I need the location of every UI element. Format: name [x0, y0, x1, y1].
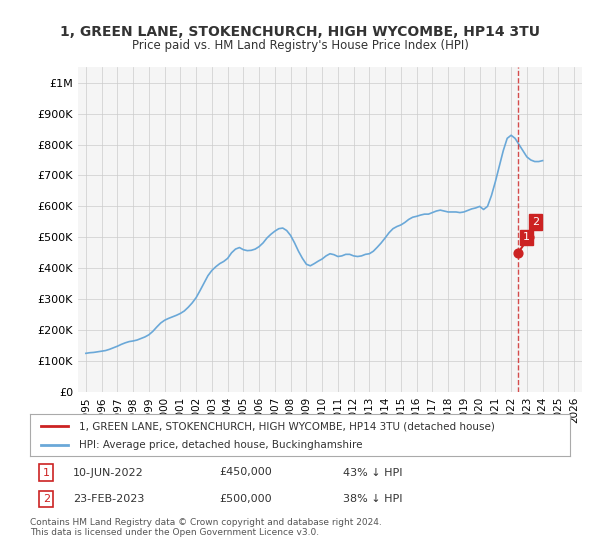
Text: 1: 1 [523, 232, 530, 242]
Text: 1, GREEN LANE, STOKENCHURCH, HIGH WYCOMBE, HP14 3TU (detached house): 1, GREEN LANE, STOKENCHURCH, HIGH WYCOMB… [79, 421, 494, 431]
Text: HPI: Average price, detached house, Buckinghamshire: HPI: Average price, detached house, Buck… [79, 440, 362, 450]
Text: £500,000: £500,000 [219, 494, 272, 504]
Text: 2: 2 [43, 494, 50, 504]
Point [524, 233, 534, 242]
Text: 1: 1 [43, 468, 50, 478]
Text: 1, GREEN LANE, STOKENCHURCH, HIGH WYCOMBE, HP14 3TU: 1, GREEN LANE, STOKENCHURCH, HIGH WYCOMB… [60, 25, 540, 39]
Point [513, 248, 523, 257]
Text: 38% ↓ HPI: 38% ↓ HPI [343, 494, 403, 504]
Text: Price paid vs. HM Land Registry's House Price Index (HPI): Price paid vs. HM Land Registry's House … [131, 39, 469, 52]
Text: 43% ↓ HPI: 43% ↓ HPI [343, 468, 403, 478]
Text: £450,000: £450,000 [219, 468, 272, 478]
Text: 2: 2 [532, 217, 539, 227]
Text: Contains HM Land Registry data © Crown copyright and database right 2024.
This d: Contains HM Land Registry data © Crown c… [30, 518, 382, 538]
Text: 10-JUN-2022: 10-JUN-2022 [73, 468, 144, 478]
Text: 23-FEB-2023: 23-FEB-2023 [73, 494, 145, 504]
